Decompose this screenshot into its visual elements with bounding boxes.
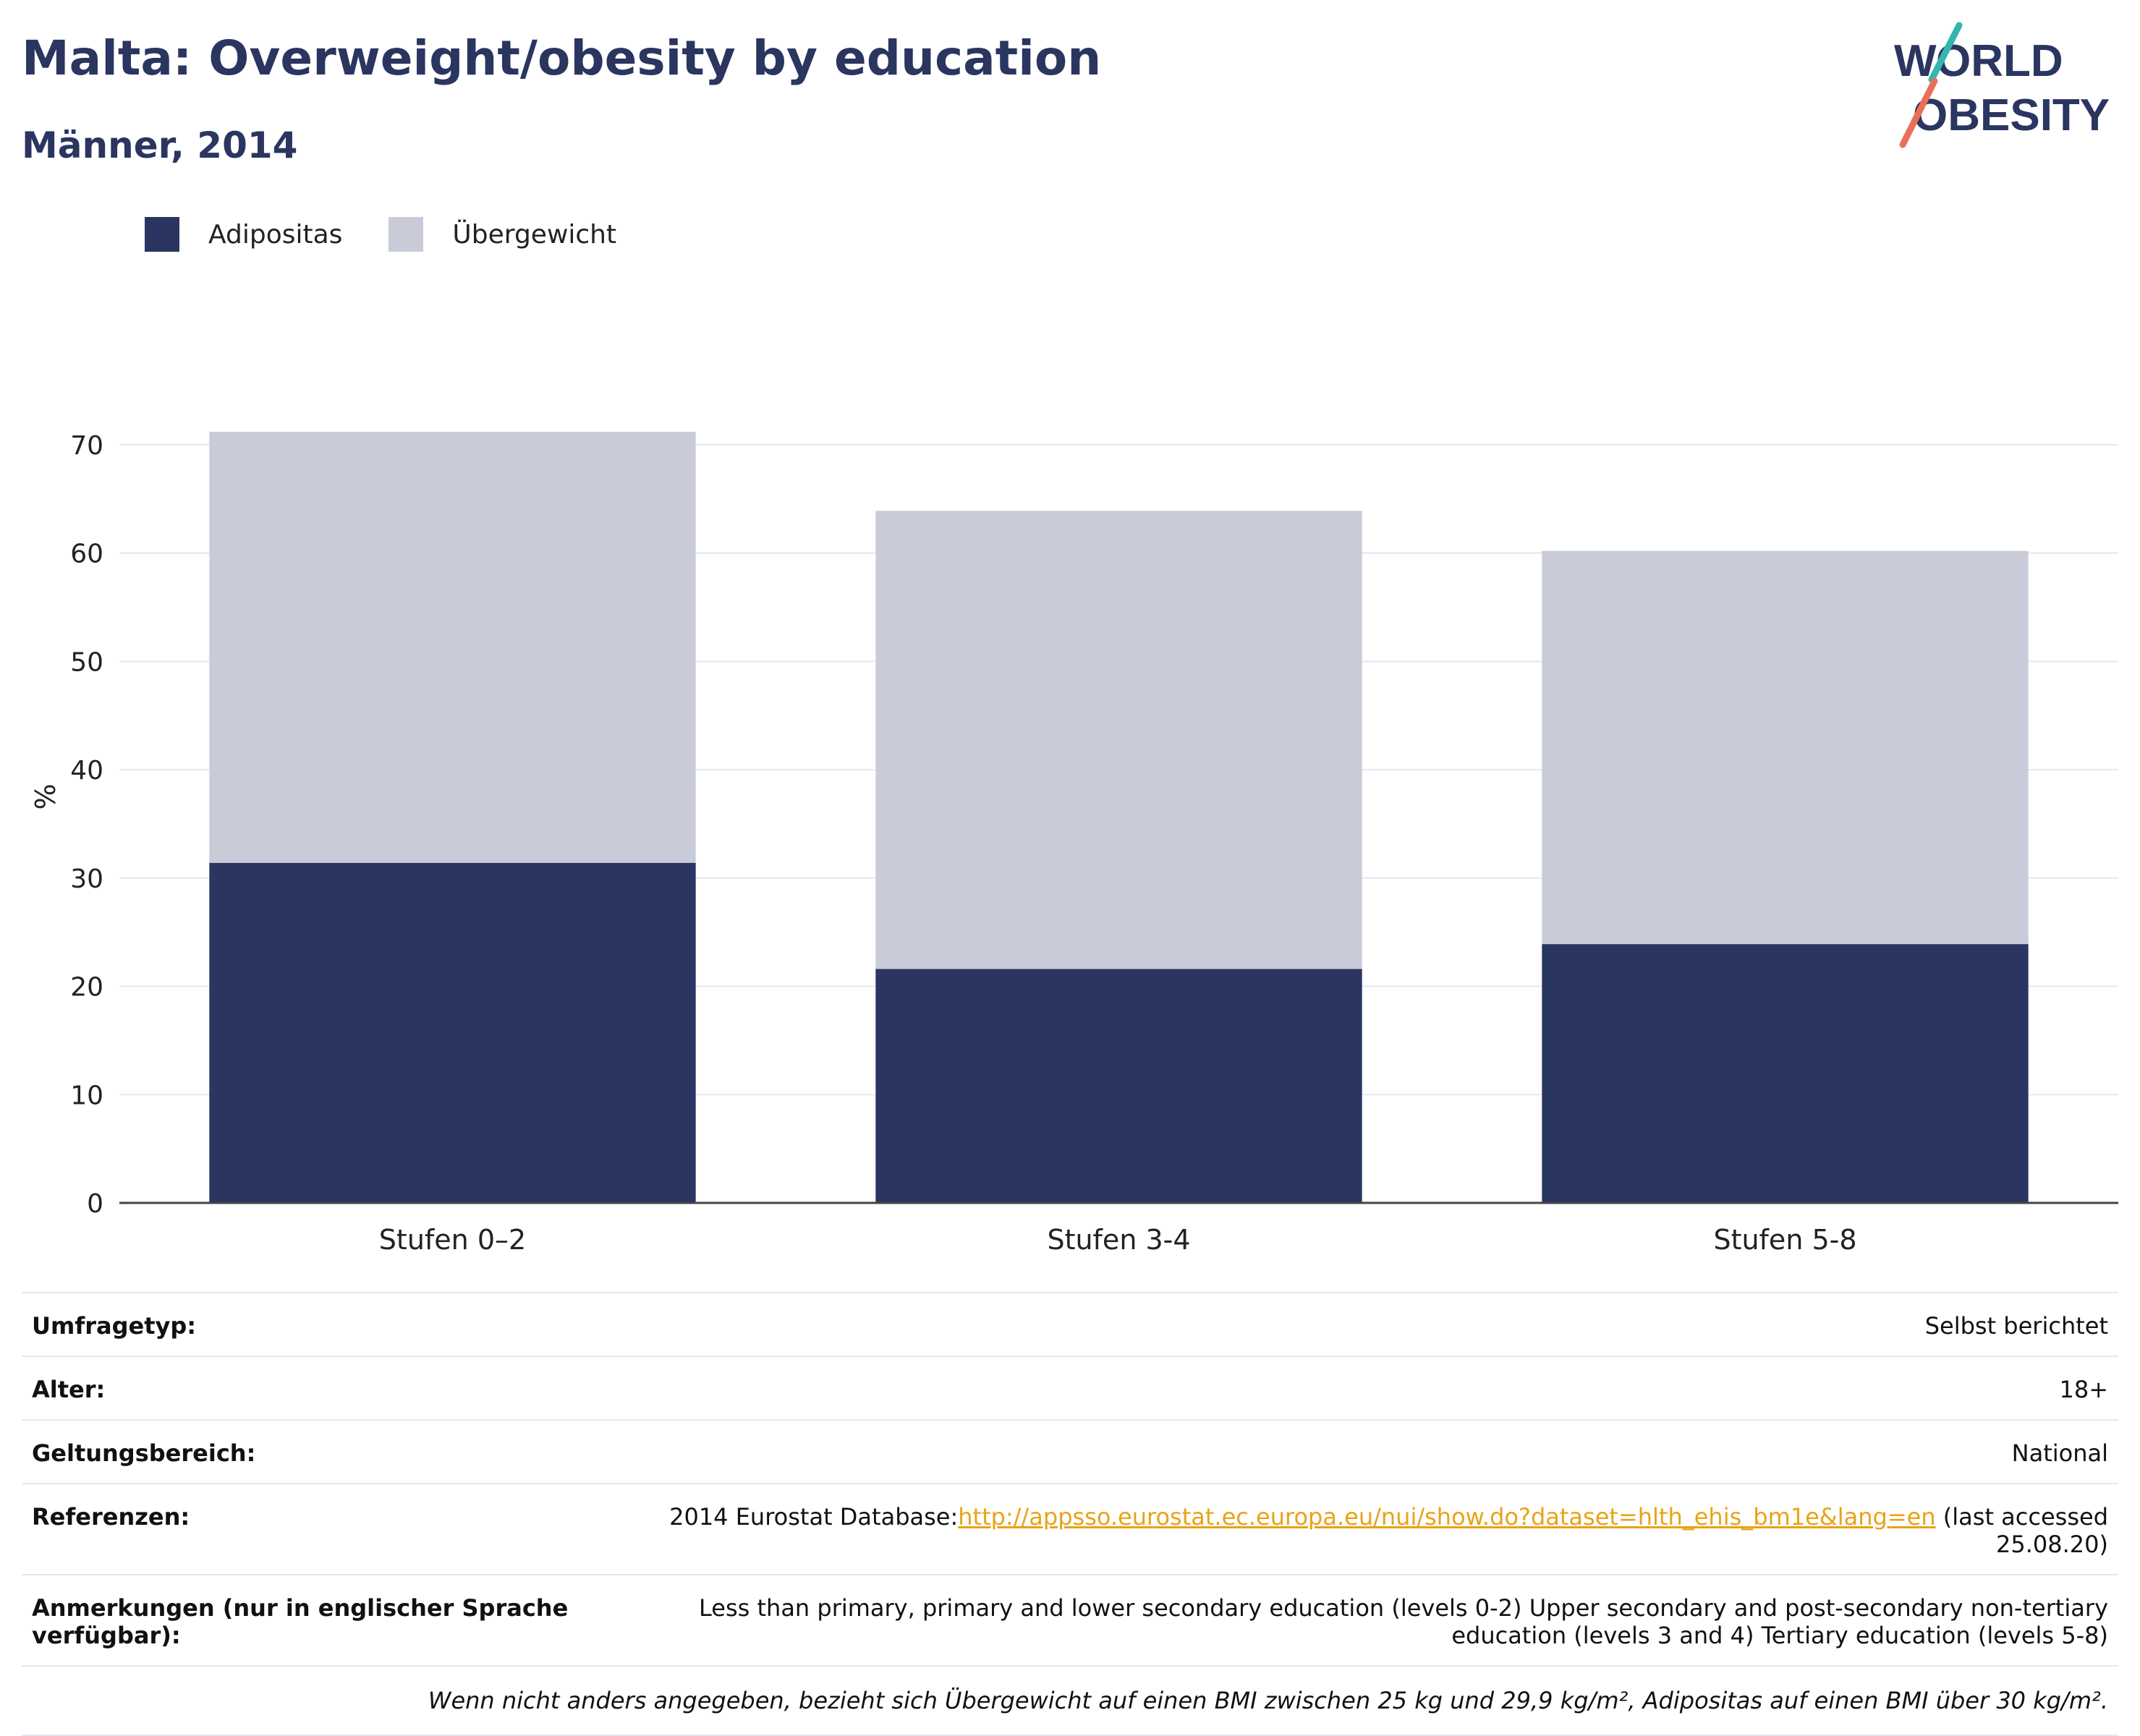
y-tick-label: 0 — [87, 1189, 103, 1219]
legend-swatch-overweight — [388, 217, 424, 252]
legend-swatch-obesity — [145, 217, 179, 252]
references-link[interactable]: http://appsso.eurostat.ec.europa.eu/nui/… — [958, 1503, 1936, 1531]
legend-label-obesity: Adipositas — [208, 219, 343, 250]
meta-row-scope: Geltungsbereich: National — [22, 1419, 2118, 1483]
svg-text:ORLD: ORLD — [1936, 36, 2063, 86]
y-tick-label: 10 — [70, 1081, 103, 1110]
bar-obesity-1 — [209, 862, 696, 1203]
meta-label-references: Referenzen: — [32, 1503, 190, 1531]
meta-label-survey-type: Umfragetyp: — [32, 1312, 197, 1340]
meta-row-references: Referenzen: 2014 Eurostat Database:http:… — [22, 1483, 2118, 1574]
meta-label-scope: Geltungsbereich: — [32, 1439, 256, 1467]
y-tick-label: 50 — [70, 647, 103, 677]
meta-value-references: 2014 Eurostat Database:http://appsso.eur… — [582, 1503, 2108, 1558]
legend-item-obesity[interactable]: Adipositas — [145, 217, 342, 252]
meta-label-age: Alter: — [32, 1376, 106, 1403]
y-tick-label: 40 — [70, 756, 103, 786]
footnote: Wenn nicht anders angegeben, bezieht sic… — [22, 1665, 2118, 1736]
legend-item-overweight[interactable]: Übergewicht — [388, 217, 616, 252]
x-tick-label: Stufen 3-4 — [1047, 1224, 1190, 1256]
bar-overweight-3 — [1542, 550, 2029, 945]
bar-obesity-3 — [1542, 944, 2029, 1203]
meta-row-survey-type: Umfragetyp: Selbst berichtet — [22, 1292, 2118, 1356]
y-axis-label: % — [30, 783, 61, 809]
world-obesity-logo: W ORLD OBESITY — [1894, 22, 2110, 148]
meta-label-notes: Anmerkungen (nur in englischer Sprache v… — [32, 1594, 569, 1649]
y-tick-label: 70 — [70, 431, 103, 461]
meta-value-notes: Less than primary, primary and lower sec… — [699, 1594, 2108, 1649]
meta-value-scope: National — [2011, 1439, 2108, 1467]
y-tick-label: 20 — [70, 973, 103, 1003]
bar-overweight-1 — [209, 431, 696, 863]
svg-text:OBESITY: OBESITY — [1913, 90, 2110, 140]
chart-title: Malta: Overweight/obesity by education — [22, 30, 1102, 86]
bar-obesity-2 — [875, 969, 1362, 1203]
bar-overweight-2 — [875, 511, 1362, 969]
x-tick-label: Stufen 5-8 — [1713, 1224, 1856, 1256]
chart-subtitle: Männer, 2014 — [22, 124, 298, 166]
y-tick-label: 60 — [70, 540, 103, 569]
meta-value-age: 18+ — [2059, 1376, 2108, 1403]
metadata-table: Umfragetyp: Selbst berichtet Alter: 18+ … — [22, 1292, 2118, 1736]
meta-row-notes: Anmerkungen (nur in englischer Sprache v… — [22, 1574, 2118, 1665]
stacked-bar-chart: 0 10 20 30 40 50 60 70% Stufen 0–2 Stufen 3-4 Stuf… — [30, 431, 2118, 1256]
chart-legend: Adipositas Übergewicht — [145, 217, 663, 252]
meta-row-age: Alter: 18+ — [22, 1356, 2118, 1419]
x-tick-label: Stufen 0–2 — [379, 1224, 526, 1256]
references-prefix: 2014 Eurostat Database: — [669, 1503, 959, 1531]
references-suffix: (last accessed 25.08.20) — [1935, 1503, 2108, 1558]
y-tick-label: 30 — [70, 864, 103, 894]
legend-label-overweight: Übergewicht — [452, 219, 617, 250]
meta-value-survey-type: Selbst berichtet — [1924, 1312, 2108, 1340]
